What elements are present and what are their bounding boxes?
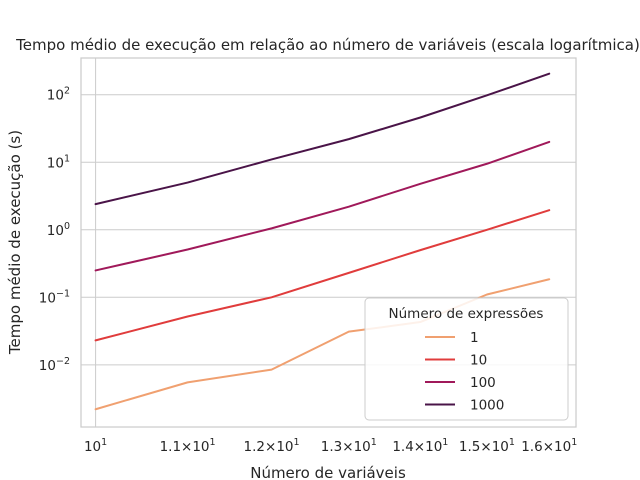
x-tick-label: 1.2×101 [244,437,300,455]
x-tick-label: 1.6×101 [521,437,577,455]
x-tick-label: 1.1×101 [160,437,216,455]
series-line-1 [94,278,551,411]
x-tick-label: 101 [84,437,107,455]
x-axis-label: Número de variáveis [250,464,406,480]
x-tick-label: 1.3×101 [321,437,377,455]
y-tick-label: 10−1 [39,288,70,306]
plot-frame [80,57,577,428]
grid-lines [81,58,576,427]
legend: Número de expressões 1 10 100 1000 [364,297,569,421]
legend-box [364,297,569,421]
series-line-1000 [94,72,551,206]
legend-items: 1 10 100 1000 [425,330,504,414]
plot-lines [94,72,551,411]
legend-label-1000: 1000 [470,398,504,414]
y-tick-label: 101 [47,153,70,171]
y-tick-label: 102 [47,86,70,104]
y-tick-labels: 10−2 10−1 100 101 102 [39,86,70,374]
legend-label-10: 10 [470,353,487,369]
chart-title: Tempo médio de execução em relação ao nú… [15,36,640,54]
legend-label-100: 100 [470,375,496,391]
x-tick-label: 1.5×101 [459,437,515,455]
legend-title: Número de expressões [389,306,544,322]
x-tick-label: 1.4×101 [392,437,448,455]
series-line-10 [94,209,551,342]
y-tick-label: 100 [47,221,70,239]
series-line-100 [94,140,551,272]
y-tick-label: 10−2 [39,356,70,374]
legend-label-1: 1 [470,330,479,346]
y-axis-label: Tempo médio de execução (s) [6,130,24,355]
x-tick-labels: 101 1.1×101 1.2×101 1.3×101 1.4×101 1.5×101 1.… [84,437,577,455]
